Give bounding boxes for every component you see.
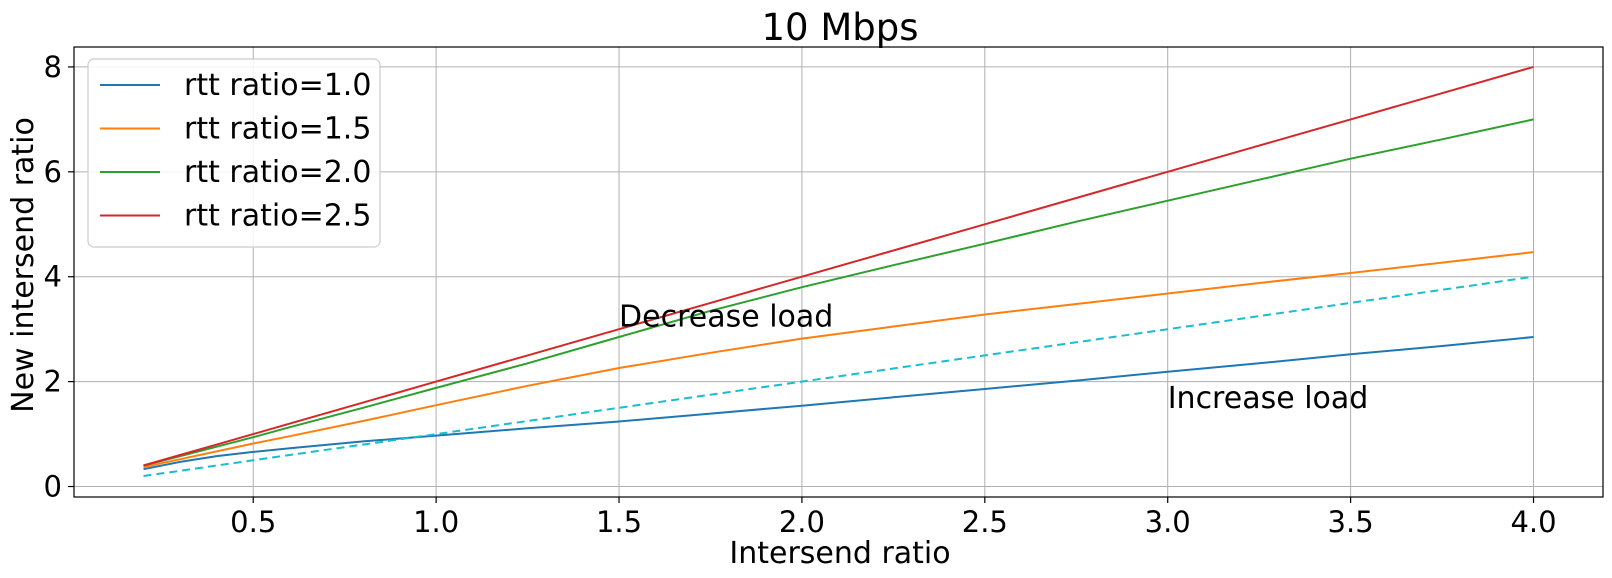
x-tick-label: 1.0 (413, 505, 459, 539)
series-layer (143, 65, 1534, 477)
x-tick-label: 2.0 (779, 505, 825, 539)
x-tick-label: 2.5 (962, 505, 1008, 539)
legend-label: rtt ratio=1.5 (184, 112, 371, 147)
series-line-rtt-ratio-2-0 (143, 118, 1534, 467)
annotation-layer: Decrease load Increase load (619, 300, 1368, 416)
x-tick-label: 4.0 (1510, 505, 1556, 539)
chart-title: 10 Mbps (761, 6, 918, 49)
legend-label: rtt ratio=2.0 (184, 155, 371, 190)
x-axis-label: Intersend ratio (729, 536, 950, 571)
legend-label: rtt ratio=1.0 (184, 68, 371, 103)
y-tick-label: 2 (44, 365, 62, 399)
series-line-rtt-ratio-1-0 (143, 336, 1534, 471)
y-tick-label: 4 (44, 260, 62, 294)
y-tick-label: 0 (44, 470, 62, 504)
annotation: Increase load (1168, 381, 1369, 416)
legend-label: rtt ratio=2.5 (184, 199, 371, 234)
legend: rtt ratio=1.0 rtt ratio=1.5 rtt ratio=2.0 r… (87, 58, 381, 248)
plot-frame (73, 46, 1604, 498)
axes-layer: 0.5 1.0 1.5 2.0 2.5 3.0 3.5 4.0 0 2 4 6 8 (44, 46, 1604, 539)
legend-box (87, 58, 381, 248)
series-line-dashed (143, 275, 1534, 477)
series-line-rtt-ratio-2-5 (143, 65, 1534, 467)
x-tick-label: 3.5 (1328, 505, 1374, 539)
y-axis-label: New intersend ratio (6, 117, 41, 413)
y-tick-label: 6 (44, 155, 62, 189)
x-tick-label: 0.5 (230, 505, 276, 539)
annotation: Decrease load (619, 300, 833, 335)
x-tick-label: 1.5 (596, 505, 642, 539)
y-tick-label: 8 (44, 50, 62, 84)
x-tick-label: 3.0 (1145, 505, 1191, 539)
series-line-rtt-ratio-1-5 (143, 251, 1534, 469)
